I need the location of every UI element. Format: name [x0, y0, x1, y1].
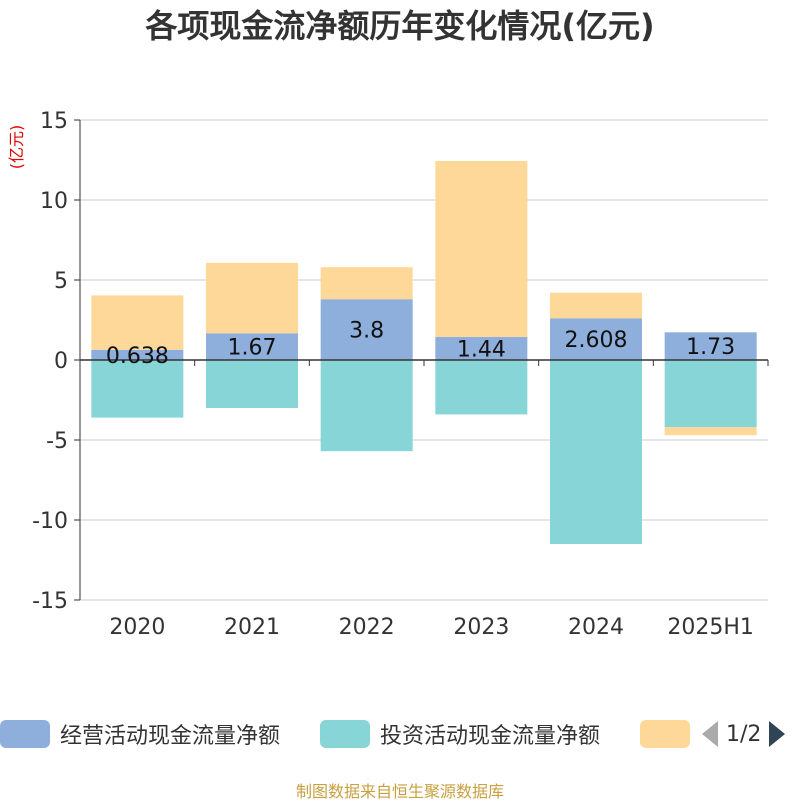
- bar-financing-2024: [550, 292, 642, 319]
- legend-label-operating: 经营活动现金流量净额: [60, 724, 281, 749]
- axes: 15 10 5 0 -5 -10 -15 2020 2021 2022 2023 2024 2025H1: [32, 109, 769, 640]
- bar-investing-2023: [435, 360, 528, 415]
- y-axis-unit-label: (亿元): [7, 125, 26, 170]
- bar-operating-2023: [435, 336, 528, 360]
- bar-financing-2020: [91, 295, 184, 350]
- grid-lines: [80, 119, 768, 601]
- data-label: 1.67: [228, 336, 277, 361]
- legend-swatch-operating: [0, 720, 50, 748]
- y-tick-label: 10: [40, 189, 68, 214]
- y-tick-label: 15: [40, 109, 68, 134]
- legend-item-investing[interactable]: 投资活动现金流量净额: [320, 712, 600, 756]
- legend-item-financing[interactable]: [640, 712, 690, 756]
- bar-investing-2025H1: [664, 360, 757, 428]
- legend: 经营活动现金流量净额 投资活动现金流量净额 1/2: [0, 712, 800, 756]
- bar-investing-2020: [91, 360, 184, 418]
- x-tick-label: 2025H1: [667, 615, 754, 640]
- y-tick-label: 0: [54, 349, 68, 374]
- data-label: 1.44: [457, 337, 506, 362]
- bar-chart: 15 10 5 0 -5 -10 -15 2020 2021 2022 2023 2024 2025H1…: [7, 109, 769, 640]
- bar-operating-2022: [320, 299, 413, 360]
- bar-operating-2020: [91, 349, 184, 360]
- legend-label-investing: 投资活动现金流量净额: [380, 724, 601, 749]
- bar-financing-2021: [206, 262, 298, 334]
- bars: [91, 160, 757, 544]
- legend-swatch-financing: [640, 720, 690, 748]
- legend-item-operating[interactable]: 经营活动现金流量净额: [0, 712, 280, 756]
- chart-title: 各项现金流净额历年变化情况(亿元): [145, 7, 655, 45]
- y-tick-label: -15: [32, 589, 68, 614]
- data-label: 1.73: [686, 335, 735, 360]
- data-labels: 0.638 1.67 3.8 1.44 2.608 1.73: [106, 319, 735, 369]
- triangle-right-icon[interactable]: [767, 719, 787, 749]
- bar-financing-2025H1: [664, 427, 757, 436]
- y-tick-label: -10: [32, 509, 68, 534]
- legend-pager: 1/2: [700, 712, 787, 756]
- legend-swatch-investing: [320, 720, 370, 748]
- bar-investing-2022: [320, 360, 413, 452]
- bar-financing-2023: [435, 160, 528, 337]
- data-label: 2.608: [565, 328, 628, 353]
- data-label: 0.638: [106, 344, 169, 369]
- bar-financing-2022: [320, 267, 413, 300]
- bar-operating-2021: [206, 333, 298, 360]
- x-tick-label: 2023: [453, 615, 509, 640]
- triangle-left-icon[interactable]: [700, 719, 720, 749]
- y-tick-label: 5: [54, 269, 68, 294]
- bar-investing-2024: [550, 360, 642, 544]
- bar-investing-2021: [206, 360, 298, 408]
- x-tick-label: 2020: [109, 615, 165, 640]
- x-tick-label: 2021: [224, 615, 280, 640]
- data-label: 3.8: [349, 319, 384, 344]
- legend-page-indicator: 1/2: [726, 721, 762, 747]
- bar-operating-2024: [550, 318, 642, 360]
- bar-operating-2025H1: [664, 332, 757, 360]
- y-tick-label: -5: [46, 429, 68, 454]
- data-source-note: 制图数据来自恒生聚源数据库: [295, 782, 504, 801]
- x-tick-label: 2024: [568, 615, 624, 640]
- x-tick-label: 2022: [339, 615, 395, 640]
